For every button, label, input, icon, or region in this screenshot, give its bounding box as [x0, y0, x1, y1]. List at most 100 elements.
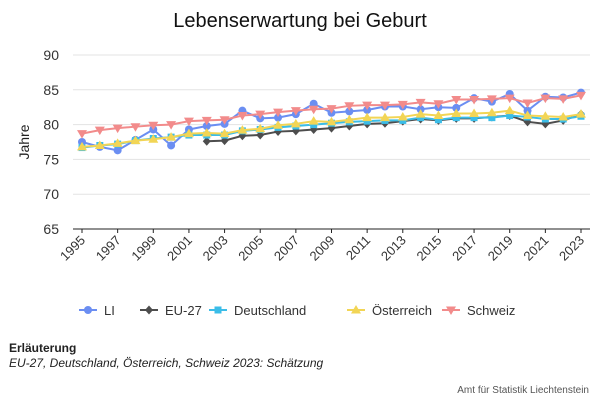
data-point-schweiz	[237, 112, 248, 121]
series-line-eu-27	[206, 113, 582, 143]
data-point--sterreich	[486, 107, 497, 117]
data-point-schweiz	[290, 107, 301, 116]
data-point--sterreich	[576, 109, 586, 118]
x-tick-label: 2003	[200, 233, 231, 264]
data-point-schweiz	[94, 126, 105, 136]
x-tick-label: 2011	[343, 233, 373, 263]
data-point-deutschland	[488, 114, 496, 122]
y-tick-label: 75	[43, 151, 59, 167]
data-point-schweiz	[148, 121, 159, 131]
data-point--sterreich	[94, 140, 105, 149]
data-point--sterreich	[273, 120, 284, 129]
x-tick-label: 1995	[57, 233, 88, 264]
x-tick-label: 2009	[307, 233, 338, 264]
data-point--sterreich	[166, 132, 177, 141]
data-point-schweiz	[576, 91, 586, 101]
data-point--sterreich	[451, 108, 462, 117]
data-point-schweiz	[522, 99, 533, 109]
data-point-schweiz	[130, 123, 141, 132]
data-point--sterreich	[237, 125, 248, 134]
x-tick-label: 1997	[93, 233, 124, 264]
data-point--sterreich	[201, 127, 212, 137]
data-point--sterreich	[558, 111, 569, 121]
data-point-li	[309, 99, 318, 108]
data-point-schweiz	[183, 117, 194, 127]
legend-item-schweiz[interactable]: Schweiz	[442, 303, 515, 318]
y-tick-label: 65	[43, 221, 59, 237]
x-tick-label: 1999	[128, 233, 159, 264]
data-point-li	[113, 146, 122, 155]
x-tick-labels: 1995 1997 1999 2001 2003 2005 2007 2009 2011 2013…	[57, 229, 587, 264]
data-point-schweiz	[362, 101, 373, 111]
legend-marker	[446, 306, 456, 315]
data-point-eu-27	[202, 136, 211, 146]
data-point--sterreich	[344, 114, 355, 124]
series--sterreich	[77, 105, 586, 151]
data-point-deutschland	[434, 116, 442, 124]
data-point-schweiz	[77, 130, 87, 139]
data-point-schweiz	[433, 100, 444, 109]
data-point-deutschland	[470, 114, 478, 122]
data-point--sterreich	[469, 108, 480, 117]
legend-label: Österreich	[372, 303, 432, 318]
data-point-schweiz	[344, 102, 355, 111]
x-tick-label: 2019	[485, 233, 516, 264]
y-tick-label: 80	[43, 117, 59, 133]
data-point--sterreich	[77, 141, 87, 151]
data-point--sterreich	[130, 135, 141, 145]
data-point-schweiz	[273, 108, 284, 118]
y-tick-label: 90	[43, 47, 59, 63]
data-point--sterreich	[326, 116, 337, 126]
data-point--sterreich	[415, 109, 426, 118]
data-point--sterreich	[308, 116, 319, 125]
x-tick-label: 2015	[413, 233, 444, 264]
x-tick-label: 2023	[556, 233, 587, 264]
data-point-schweiz	[201, 116, 212, 126]
data-point-schweiz	[255, 110, 266, 120]
legend-label: Deutschland	[234, 303, 306, 318]
data-point-schweiz	[486, 95, 497, 104]
legend-item-li[interactable]: LI	[79, 303, 115, 318]
x-tick-label: 2005	[235, 233, 266, 264]
chart-title: Lebenserwartung bei Geburt	[173, 10, 427, 32]
data-point-deutschland	[452, 114, 460, 122]
data-point-schweiz	[166, 121, 177, 130]
legend-item-deutschland[interactable]: Deutschland	[209, 303, 306, 318]
data-point-schweiz	[112, 124, 123, 134]
data-point--sterreich	[522, 110, 533, 120]
data-point-schweiz	[558, 95, 569, 104]
note-title: Erläuterung	[9, 341, 77, 355]
y-tick-label: 70	[43, 186, 59, 202]
data-point-schweiz	[219, 116, 230, 125]
data-point--sterreich	[112, 138, 123, 147]
data-point-li	[274, 113, 283, 122]
legend-label: LI	[104, 303, 115, 318]
data-point-schweiz	[540, 94, 551, 104]
data-point--sterreich	[219, 128, 230, 138]
legend[interactable]: LI EU-27 Deutschland Österreich Schweiz	[79, 303, 515, 318]
data-point--sterreich	[290, 118, 301, 128]
data-point-schweiz	[504, 94, 515, 104]
x-tick-label: 2007	[271, 233, 302, 264]
x-tick-label: 2001	[164, 233, 195, 264]
data-point--sterreich	[362, 112, 373, 122]
data-point--sterreich	[540, 111, 551, 120]
data-point--sterreich	[148, 134, 159, 143]
data-point--sterreich	[504, 105, 515, 115]
data-point-li	[452, 103, 461, 112]
legend-item--sterreich[interactable]: Österreich	[347, 303, 432, 318]
data-point--sterreich	[433, 110, 444, 120]
x-tick-label: 2021	[520, 233, 551, 264]
y-axis-label: Jahre	[16, 124, 32, 159]
data-point-schweiz	[326, 105, 337, 114]
data-point-schweiz	[379, 101, 390, 111]
data-point-li	[345, 107, 354, 116]
x-tick-label: 2013	[378, 233, 409, 264]
data-point--sterreich	[379, 112, 390, 122]
data-point-deutschland	[506, 112, 514, 120]
source-label: Amt für Statistik Liechtenstein	[457, 385, 589, 396]
legend-item-eu-27[interactable]: EU-27	[140, 303, 202, 318]
data-point--sterreich	[183, 128, 194, 138]
y-tick-labels: 65 70 75 80 85 90	[43, 47, 59, 237]
